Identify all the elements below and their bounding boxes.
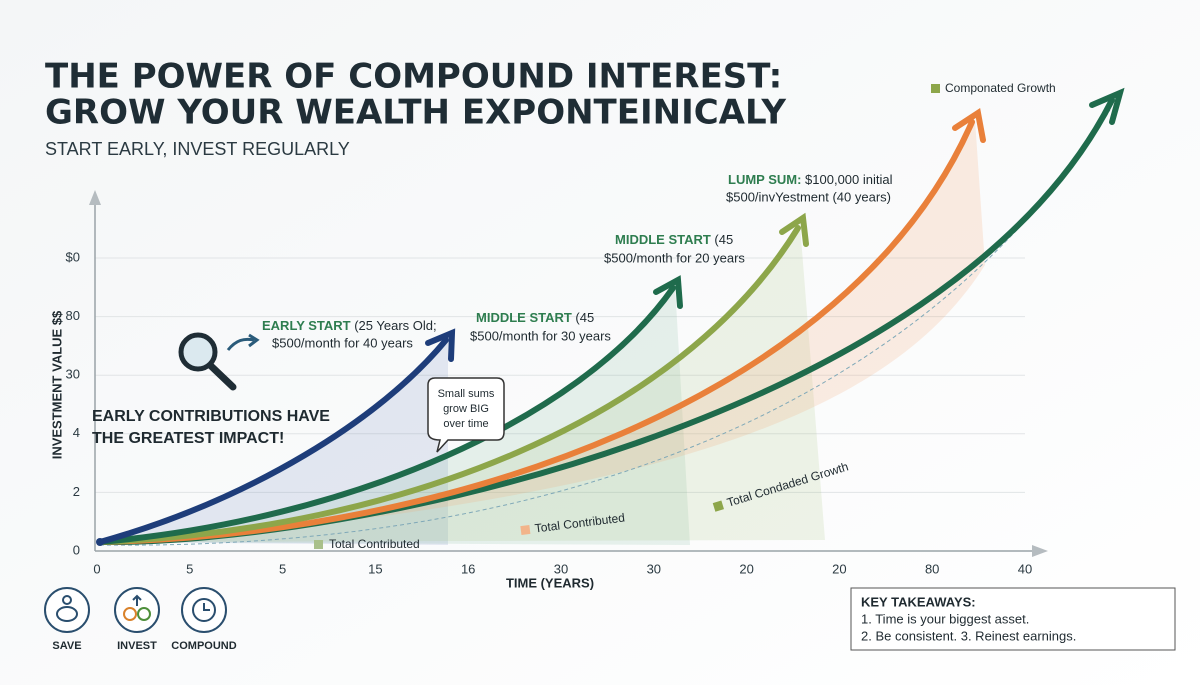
curve: [97, 285, 676, 545]
save-icon: [44, 587, 90, 633]
area: [100, 225, 825, 542]
icon-row: SAVE INVEST COMPOUND: [44, 587, 237, 652]
annotation: LUMP SUM: $100,000 initial: [728, 172, 893, 187]
y-tick-label: 30: [66, 367, 80, 382]
clock-hands: [203, 603, 210, 611]
y-axis-label: INVESTMENT VALUE $$: [49, 310, 64, 459]
label: Componated Growth: [945, 81, 1056, 95]
speech-bubble: [427, 377, 505, 453]
area: [100, 338, 448, 545]
clock: [192, 598, 216, 622]
arrowhead: [425, 328, 456, 362]
title-line: GROW YOUR WEALTH EXPONTEINICALY: [45, 93, 786, 133]
x-tick-label: 20: [739, 561, 753, 576]
pointer-arrow: [248, 333, 260, 348]
legend-swatch: [520, 524, 531, 536]
annotation: MIDDLE START (45: [615, 232, 733, 247]
annotation: $500/month for 30 years: [470, 328, 611, 343]
bubble-text: grow BIG: [443, 403, 489, 415]
magnifier-icon: [178, 332, 218, 372]
icon-label: INVEST: [117, 640, 157, 652]
x-tick-label: 30: [554, 561, 568, 576]
pointer-arrow: [226, 337, 255, 351]
icon-label: COMPOUND: [171, 640, 236, 652]
annotation: $500/month for 40 years: [272, 335, 413, 350]
arrowhead: [653, 275, 683, 309]
arrowhead: [952, 108, 986, 143]
annotation: MIDDLE START (45: [476, 310, 594, 325]
legend-swatch: [931, 84, 940, 93]
y-tick-label: $0: [66, 249, 80, 264]
y-tick-label: 0: [73, 542, 80, 557]
callout: THE GREATEST IMPACT!: [92, 430, 284, 447]
arrow-up: [132, 594, 142, 606]
curve: [97, 337, 449, 545]
x-tick-label: 30: [647, 561, 661, 576]
gear: [123, 607, 137, 621]
annotation: $500/month for 20 years: [604, 250, 745, 265]
area: [100, 285, 690, 545]
area: [100, 120, 985, 545]
piggy: [56, 606, 78, 622]
y-tick-label: 2: [73, 484, 80, 499]
coin: [62, 595, 72, 605]
x-tick-label: 5: [186, 561, 193, 576]
start-point: [96, 538, 104, 546]
x-tick-label: 20: [832, 561, 846, 576]
x-tick-label: 0: [93, 561, 100, 576]
curve: [97, 225, 801, 545]
takeaways-box: [850, 587, 1176, 651]
legend-swatch: [314, 540, 323, 549]
y-axis-arrow: [89, 190, 101, 205]
takeaways-title: KEY TAKEAWAYS:: [861, 594, 976, 609]
curve: [97, 119, 975, 545]
y-tick-label: 80: [66, 308, 80, 323]
invest-icon: [114, 587, 160, 633]
x-tick-label: 80: [925, 561, 939, 576]
title-line: THE POWER OF COMPOUND INTEREST:: [45, 57, 782, 97]
annotation: $500/invYestment (40 years): [726, 189, 891, 204]
callout: EARLY CONTRIBUTIONS HAVE: [92, 408, 330, 425]
arrowhead: [1089, 87, 1125, 125]
icon-label: SAVE: [52, 640, 81, 652]
takeaway: 2. Be consistent. 3. Reinest earnings.: [861, 628, 1076, 643]
bubble-text: Small sums: [438, 388, 495, 400]
subtitle: START EARLY, INVEST REGULARLY: [45, 139, 350, 159]
gear: [137, 607, 151, 621]
arrowhead: [779, 212, 809, 247]
bubble-text: over time: [443, 418, 488, 430]
y-tick-label: 4: [73, 425, 80, 440]
magnifier-handle: [207, 362, 237, 391]
annotation: EARLY START (25 Years Old;: [262, 318, 437, 333]
x-tick-label: 5: [279, 561, 286, 576]
x-tick-label: 15: [368, 561, 382, 576]
x-tick-label: 16: [461, 561, 475, 576]
label: Total Contributed: [329, 537, 420, 551]
legend-swatch: [712, 500, 724, 512]
dashed-line: [99, 109, 1111, 546]
x-tick-label: 40: [1018, 561, 1032, 576]
takeaway: 1. Time is your biggest asset.: [861, 611, 1029, 626]
x-axis-label: TIME (YEARS): [506, 575, 594, 590]
x-axis-arrow: [1032, 545, 1048, 557]
